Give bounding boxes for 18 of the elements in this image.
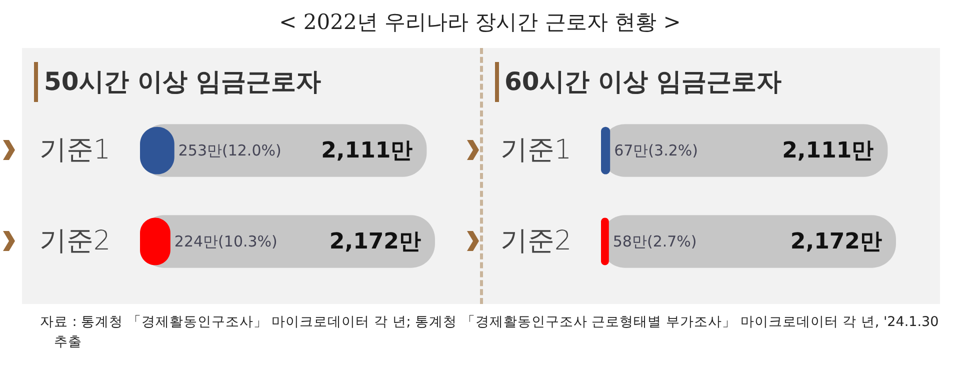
chart-title: 50시간 이상 임금근로자 (34, 62, 322, 102)
data-label: 224만(10.3%) (174, 232, 278, 250)
data-label: 2,111만 (321, 138, 413, 164)
data-label: 2,172만 (790, 229, 882, 254)
text: 자료 : 통계청 「경제활동인구조사」 마이크로데이터 각 년; 통계청 「경제활동인구조사 근로형태별 부가조사」 마이크로데이터 각 년, '24.1.30 추출 (40, 313, 940, 352)
chart-title: 60시간 이상 임금근로자 (494, 62, 782, 102)
text: < 2022년 우리나라 장시간 근로자 현황 > (278, 9, 682, 36)
y-tick-label: 기준1 (39, 134, 110, 166)
y-tick-label: 기준2 (500, 225, 571, 256)
y-tick-label: 기준2 (39, 225, 110, 256)
y-tick-label: 기준1 (500, 134, 571, 166)
data-label: 253만(12.0%) (178, 142, 282, 160)
bar (600, 126, 610, 174)
bar (600, 218, 608, 266)
data-label: 2,111만 (782, 138, 874, 164)
data-label: 2,172만 (329, 229, 421, 254)
data-label: 58만(2.7%) (612, 232, 696, 250)
data-label: 67만(3.2%) (614, 142, 698, 160)
